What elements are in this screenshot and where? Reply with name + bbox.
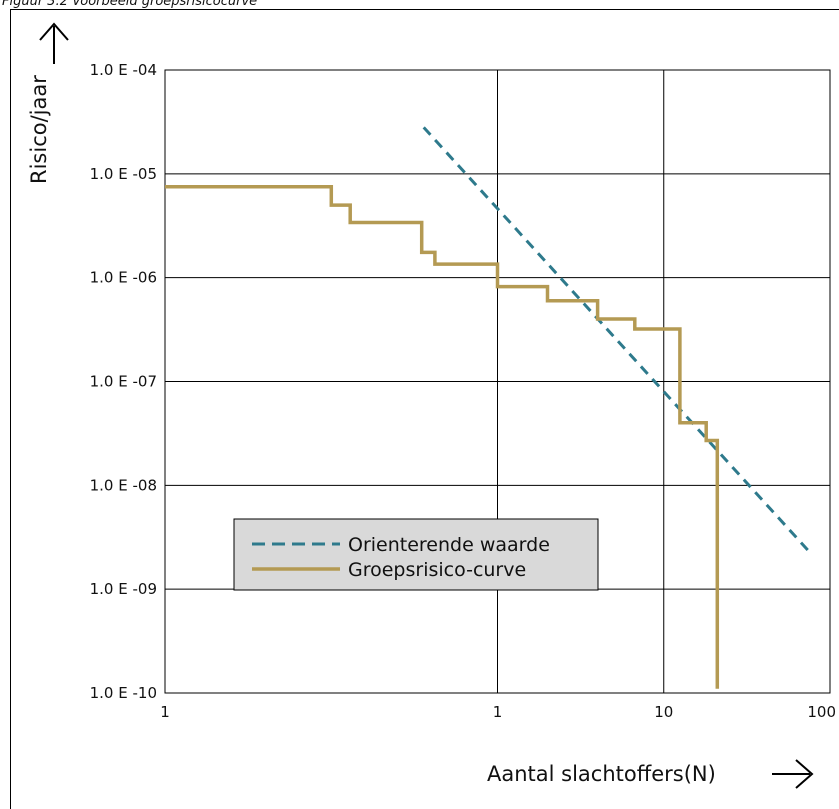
legend-label: Orienterende waarde xyxy=(348,534,550,556)
orienterende-waarde-line xyxy=(422,126,811,553)
x-tick-label: 1 xyxy=(493,703,503,721)
x-tick-label: 10 xyxy=(654,703,673,721)
y-tick-label: 1.0 E -09 xyxy=(90,580,157,598)
legend: Orienterende waarde Groepsrisico-curve xyxy=(233,518,599,591)
x-axis-label: Aantal slachtoffers(N) xyxy=(487,762,716,786)
y-tick-label: 1.0 E -04 xyxy=(90,61,157,79)
x-axis-arrow-icon xyxy=(772,759,814,789)
x-tick-label: 1 xyxy=(160,703,170,721)
figure-frame xyxy=(10,9,839,809)
y-tick-label: 1.0 E -06 xyxy=(90,269,157,287)
legend-label: Groepsrisico-curve xyxy=(348,559,526,581)
legend-box xyxy=(233,518,599,591)
y-tick-label: 1.0 E -07 xyxy=(90,373,157,391)
y-tick-label: 1.0 E -10 xyxy=(90,684,157,702)
x-tick-label: 100 xyxy=(807,703,836,721)
y-tick-label: 1.0 E -05 xyxy=(90,165,157,183)
y-tick-label: 1.0 E -08 xyxy=(90,476,157,494)
figure-caption: Figuur 3.2 Voorbeeld groepsrisicocurve xyxy=(2,0,258,9)
y-axis-arrow-icon xyxy=(39,22,69,64)
groepsrisico-curve-line xyxy=(165,185,720,689)
y-axis-label: Risico/jaar xyxy=(27,75,51,184)
